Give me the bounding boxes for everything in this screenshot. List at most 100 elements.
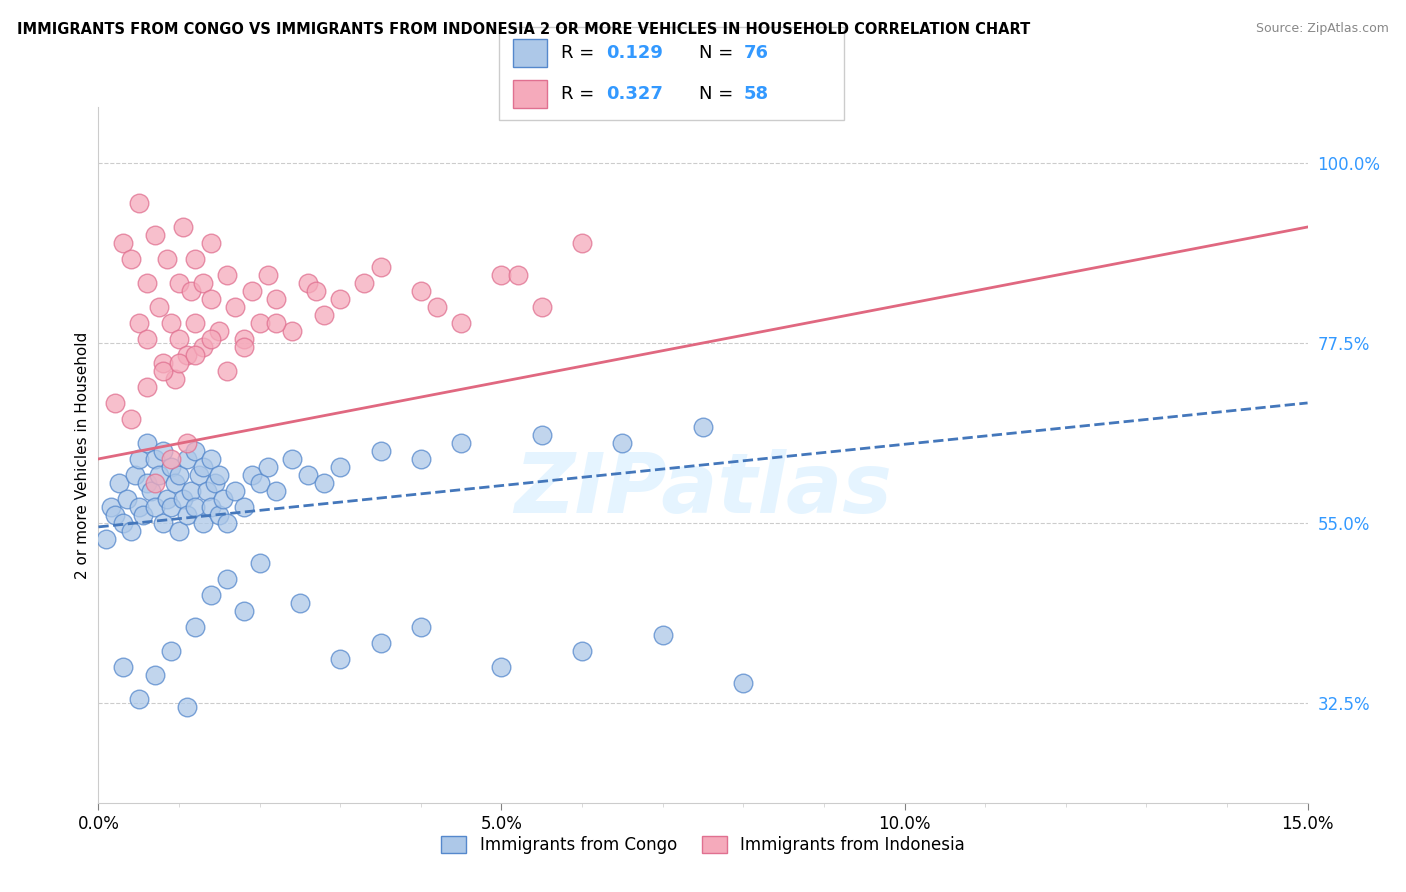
Point [208, 467, 231, 482]
Point [249, 556, 271, 570]
Point [256, 459, 278, 474]
Point [217, 572, 239, 586]
Point [305, 284, 328, 298]
Point [128, 316, 150, 330]
Point [111, 660, 134, 674]
Point [172, 491, 194, 506]
Point [135, 276, 157, 290]
Point [172, 219, 194, 234]
Point [176, 699, 198, 714]
Point [100, 500, 122, 514]
Point [152, 444, 174, 458]
Point [314, 308, 336, 322]
Point [124, 467, 146, 482]
Point [208, 508, 231, 522]
Point [193, 276, 215, 290]
Point [297, 467, 319, 482]
Point [132, 508, 155, 522]
Point [115, 491, 138, 506]
Point [167, 276, 190, 290]
Point [571, 644, 593, 658]
Text: N =: N = [699, 86, 740, 103]
Point [148, 300, 170, 314]
Point [204, 475, 226, 490]
Point [264, 316, 287, 330]
Point [163, 372, 186, 386]
Point [143, 451, 166, 466]
Point [148, 467, 170, 482]
Text: R =: R = [561, 86, 600, 103]
Point [217, 516, 239, 530]
Point [530, 428, 553, 442]
Point [163, 475, 186, 490]
Point [103, 396, 125, 410]
Point [200, 292, 222, 306]
Point [506, 268, 529, 282]
Point [160, 644, 183, 658]
Point [193, 459, 215, 474]
Point [264, 292, 287, 306]
Point [450, 436, 472, 450]
Point [96, 532, 118, 546]
Point [329, 292, 352, 306]
Text: 76: 76 [744, 44, 769, 62]
Point [256, 268, 278, 282]
Point [152, 364, 174, 378]
Point [128, 691, 150, 706]
Point [353, 276, 375, 290]
Point [530, 300, 553, 314]
Point [240, 284, 263, 298]
Text: 58: 58 [744, 86, 769, 103]
Point [571, 235, 593, 250]
Point [152, 356, 174, 370]
Point [200, 332, 222, 346]
Point [120, 524, 142, 538]
Point [135, 475, 157, 490]
Point [297, 276, 319, 290]
Point [143, 227, 166, 242]
Point [281, 324, 304, 338]
Point [176, 508, 198, 522]
Point [288, 596, 311, 610]
Point [409, 451, 432, 466]
Point [167, 467, 190, 482]
Point [409, 284, 432, 298]
Point [143, 475, 166, 490]
Point [426, 300, 449, 314]
Point [200, 588, 222, 602]
Point [232, 340, 254, 354]
Point [249, 316, 271, 330]
Point [152, 516, 174, 530]
Point [107, 475, 129, 490]
Point [160, 451, 183, 466]
Point [188, 467, 211, 482]
Point [176, 348, 198, 362]
Text: ZIPatlas: ZIPatlas [515, 450, 891, 530]
Point [200, 451, 222, 466]
Point [184, 348, 207, 362]
Point [224, 300, 246, 314]
Point [491, 660, 513, 674]
Point [135, 380, 157, 394]
Text: N =: N = [699, 44, 740, 62]
Point [135, 436, 157, 450]
Point [232, 332, 254, 346]
Point [111, 516, 134, 530]
Point [176, 451, 198, 466]
Point [120, 412, 142, 426]
Point [612, 436, 634, 450]
Point [160, 459, 183, 474]
Point [180, 483, 202, 498]
Point [128, 500, 150, 514]
FancyBboxPatch shape [499, 27, 844, 120]
Point [184, 500, 207, 514]
Point [143, 668, 166, 682]
Y-axis label: 2 or more Vehicles in Household: 2 or more Vehicles in Household [75, 331, 90, 579]
Point [314, 475, 336, 490]
Point [232, 500, 254, 514]
FancyBboxPatch shape [513, 80, 547, 108]
Point [491, 268, 513, 282]
Point [370, 636, 392, 650]
Point [143, 500, 166, 514]
Point [329, 652, 352, 666]
